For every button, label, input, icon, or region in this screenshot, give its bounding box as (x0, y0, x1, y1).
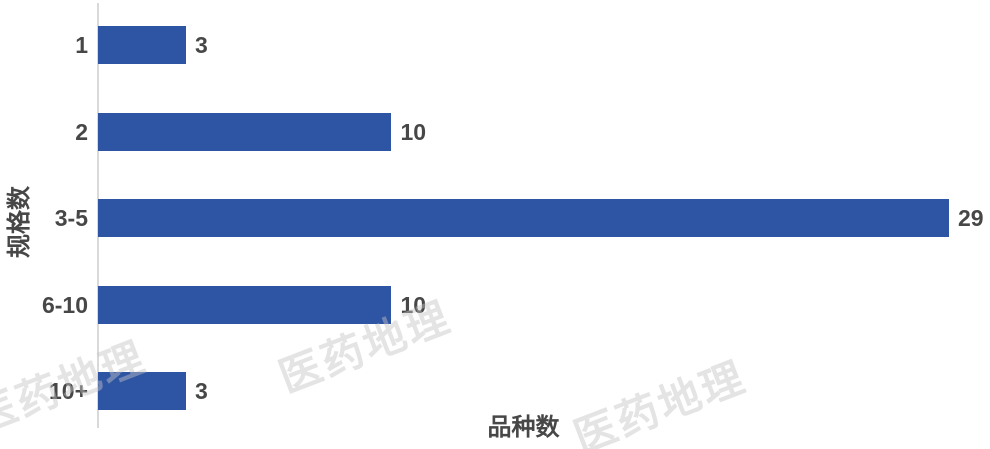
bar (98, 285, 391, 324)
x-axis-title: 品种数 (487, 414, 560, 441)
value-label: 10 (400, 118, 427, 145)
category-label: 3-5 (54, 205, 88, 231)
value-label: 3 (195, 32, 208, 58)
category-label: 1 (75, 32, 88, 58)
value-label: 29 (958, 205, 984, 231)
category-label: 2 (75, 118, 88, 145)
category-label: 6-10 (41, 291, 88, 318)
bar (98, 372, 186, 410)
bar (98, 26, 186, 64)
category-label: 10+ (48, 378, 88, 404)
value-label: 10 (400, 291, 427, 318)
value-label: 3 (195, 378, 208, 404)
bar (98, 112, 391, 151)
bar (98, 199, 949, 237)
